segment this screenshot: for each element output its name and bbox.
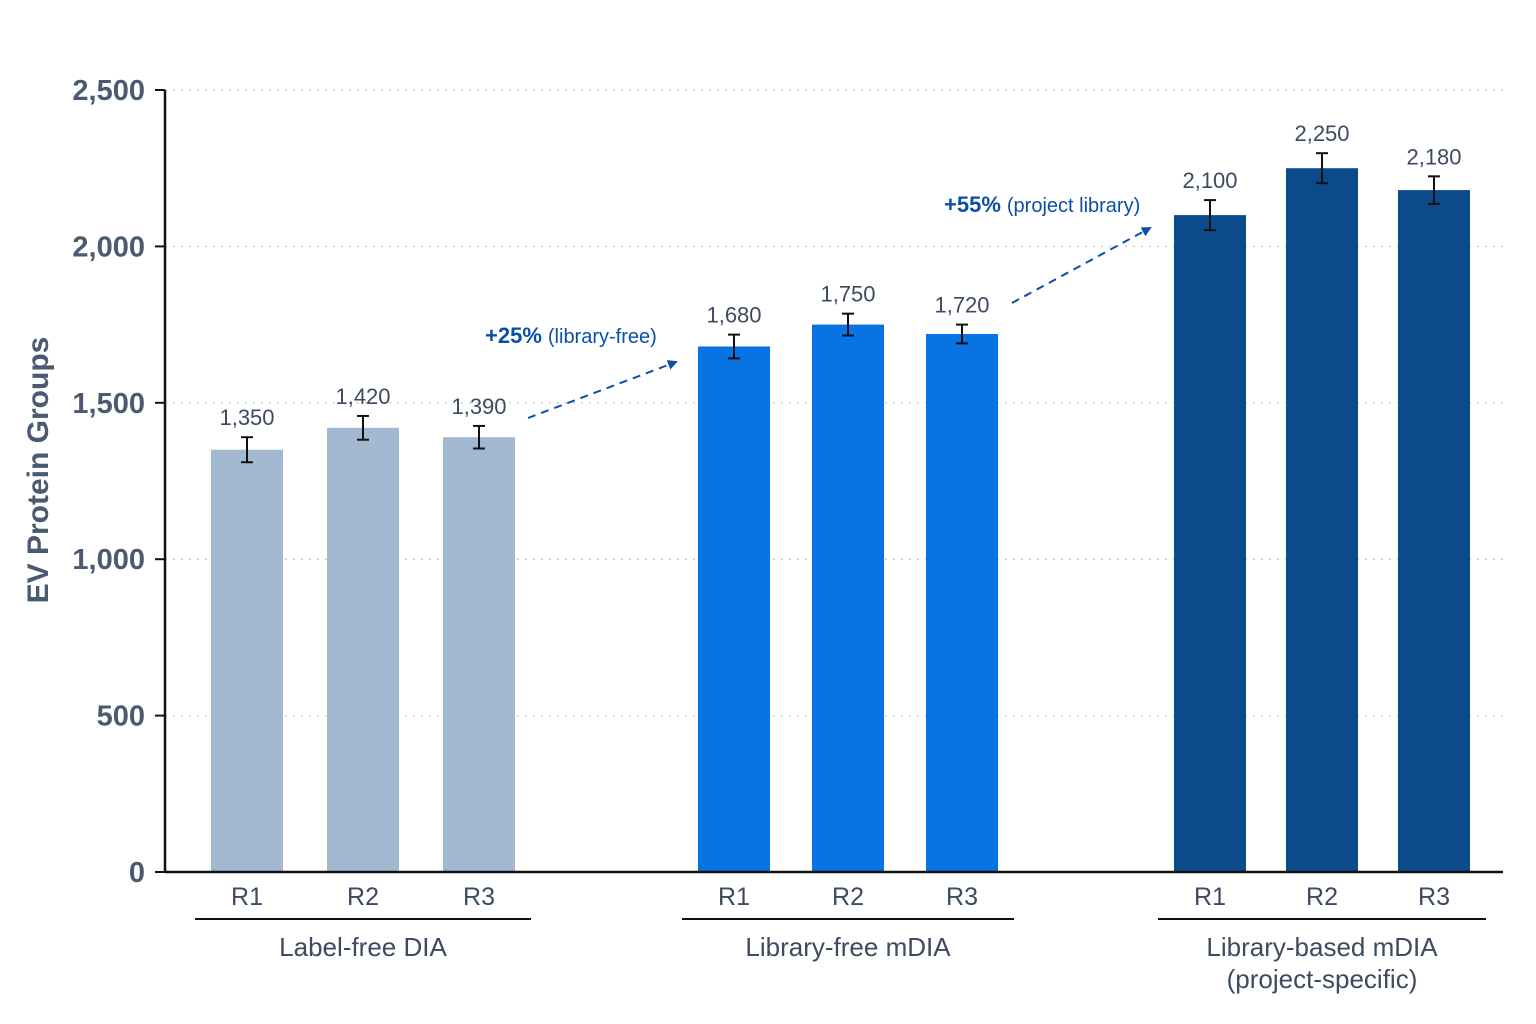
axes [163,90,1503,874]
data-label: 1,420 [335,384,390,409]
annotation-arrow [527,360,678,419]
bar [926,333,998,872]
y-tick-label: 2,500 [72,75,145,107]
x-tick-label: R1 [231,883,263,911]
data-label: 1,720 [934,293,989,318]
annotation-arrow [1011,227,1152,304]
annotation-label: +55% (project library) [944,192,1140,217]
group-label: Library-free mDIA [745,932,951,962]
annotation-label: +25% (library-free) [485,323,657,348]
x-tick-label: R2 [1306,883,1338,911]
y-tick-label: 1,500 [72,388,145,420]
x-tick-label: R2 [347,883,379,911]
group-labels: Label-free DIA Library-free mDIA Library-b… [195,918,1486,994]
bar [1286,168,1358,872]
x-tick-label: R1 [1194,883,1226,911]
group-label: Label-free DIA [279,932,447,962]
y-tick-label: 500 [97,701,145,733]
labels: 1,350 R1 1,420 R2 1,390 R3 1,680 R1 1,750 R2 1,720… [219,121,1461,911]
y-axis-title: EV Protein Groups [22,337,55,604]
data-label: 2,180 [1406,144,1461,169]
bars [211,152,1470,873]
bar [211,449,283,872]
data-label: 2,250 [1294,121,1349,146]
data-label: 1,350 [219,405,274,430]
bar [327,427,399,872]
data-label: 1,390 [451,394,506,419]
y-tick-label: 2,000 [72,231,145,263]
data-label: 1,750 [820,282,875,307]
group-label: Library-based mDIA [1206,932,1438,962]
data-label: 2,100 [1182,168,1237,193]
x-tick-label: R2 [832,883,864,911]
data-label: 1,680 [706,303,761,328]
group-label: (project-specific) [1227,964,1418,994]
bar [443,437,515,872]
y-tick-label: 0 [129,857,145,889]
annotations: +25% (library-free) +55% (project library) [485,192,1152,419]
bar [698,346,770,873]
x-tick-label: R3 [946,883,978,911]
bar [812,324,884,873]
bar [1174,215,1246,872]
bar [1398,190,1470,872]
x-tick-label: R3 [463,883,495,911]
y-tick-label: 1,000 [72,544,145,576]
x-tick-label: R3 [1418,883,1450,911]
y-tick-labels: 0 500 1,000 1,500 2,000 2,500 [72,75,165,889]
x-tick-label: R1 [718,883,750,911]
